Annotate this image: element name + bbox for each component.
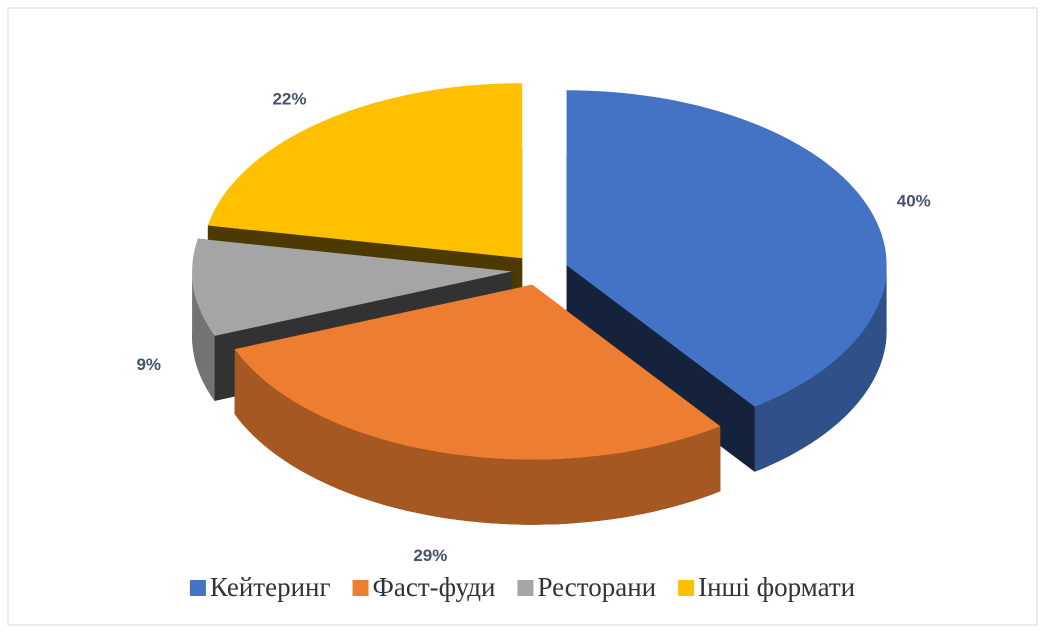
slice-top xyxy=(207,83,523,259)
legend-swatch xyxy=(189,580,206,596)
legend-item: Фаст-фуди xyxy=(352,572,496,602)
slice-top xyxy=(234,284,721,460)
slice-side xyxy=(234,349,721,525)
data-label: 22% xyxy=(272,90,306,109)
data-label: 9% xyxy=(136,355,161,374)
slice-side xyxy=(192,271,215,401)
legend-swatch xyxy=(352,580,369,596)
slice-top xyxy=(192,238,513,336)
legend-swatch xyxy=(678,580,695,596)
data-label: 29% xyxy=(413,546,447,565)
legend-label: Ресторани xyxy=(537,572,656,602)
legend-label: Інші формати xyxy=(698,572,855,602)
slice xyxy=(234,284,721,525)
legend-label: Кейтеринг xyxy=(210,572,331,602)
legend-swatch xyxy=(517,580,534,596)
legend-item: Інші формати xyxy=(678,572,855,602)
slice-top xyxy=(566,90,887,407)
legend-item: Ресторани xyxy=(517,572,656,602)
legend-item: Кейтеринг xyxy=(189,572,331,602)
legend-label: Фаст-фуди xyxy=(373,572,496,602)
data-label: 40% xyxy=(897,191,931,210)
slice-side xyxy=(754,265,887,472)
